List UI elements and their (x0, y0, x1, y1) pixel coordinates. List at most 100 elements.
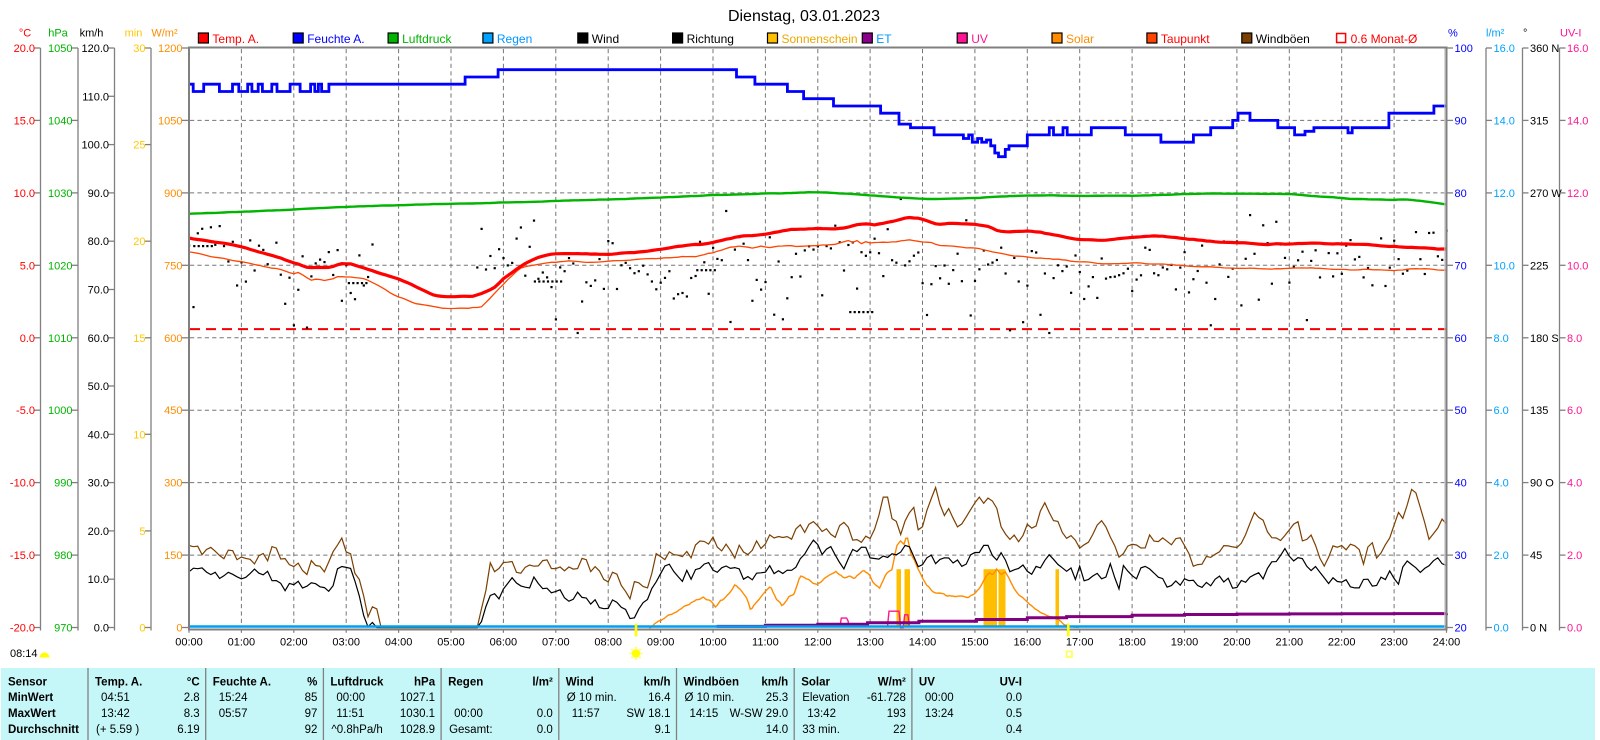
svg-text:12:00: 12:00 (804, 637, 832, 649)
svg-text:8.3: 8.3 (184, 708, 200, 720)
svg-text:hPa: hPa (48, 28, 68, 40)
svg-text:60.0: 60.0 (88, 333, 109, 345)
svg-text:90: 90 (1455, 115, 1467, 127)
svg-text:120.0: 120.0 (81, 43, 109, 55)
svg-text:1000: 1000 (48, 405, 72, 417)
svg-text:10:00: 10:00 (699, 637, 727, 649)
svg-text:20.0: 20.0 (88, 526, 109, 538)
svg-text:12.0: 12.0 (1494, 188, 1515, 200)
svg-text:Sensor: Sensor (8, 677, 48, 689)
svg-text:Gesamt:: Gesamt: (449, 724, 492, 736)
svg-text:97: 97 (305, 708, 318, 720)
svg-text:6.19: 6.19 (177, 724, 199, 736)
svg-text:Dienstag, 03.01.2023: Dienstag, 03.01.2023 (728, 8, 880, 25)
svg-text:14.0: 14.0 (766, 724, 788, 736)
svg-text:00:00: 00:00 (336, 692, 365, 704)
svg-text:13:00: 13:00 (856, 637, 884, 649)
svg-text:11:57: 11:57 (572, 708, 600, 720)
svg-text:0.4: 0.4 (1006, 724, 1023, 736)
svg-text:UV: UV (971, 32, 988, 46)
svg-text:1010: 1010 (48, 333, 72, 345)
svg-text:14.0: 14.0 (1494, 115, 1515, 127)
svg-text:80.0: 80.0 (88, 236, 109, 248)
svg-text:0: 0 (139, 623, 145, 635)
svg-text:23:00: 23:00 (1380, 637, 1408, 649)
svg-text:2.8: 2.8 (184, 692, 200, 704)
svg-text:0.0: 0.0 (1006, 692, 1022, 704)
svg-text:193: 193 (887, 708, 906, 720)
svg-text:70.0: 70.0 (88, 285, 109, 297)
svg-text:8.0: 8.0 (1494, 333, 1509, 345)
svg-text:0.0: 0.0 (94, 623, 109, 635)
svg-text:14.0: 14.0 (1567, 115, 1588, 127)
svg-text:Solar: Solar (1066, 32, 1094, 46)
svg-text:0.0: 0.0 (20, 333, 35, 345)
svg-text:Windböen: Windböen (1256, 32, 1310, 46)
svg-text:6.0: 6.0 (1494, 405, 1509, 417)
svg-text:Regen: Regen (448, 677, 483, 689)
svg-text:0.6 Monat-Ø: 0.6 Monat-Ø (1351, 32, 1418, 46)
svg-text:1028.9: 1028.9 (400, 724, 435, 736)
svg-text:00:00: 00:00 (175, 637, 203, 649)
svg-text:40.0: 40.0 (88, 429, 109, 441)
svg-text:UV-I: UV-I (1000, 677, 1022, 689)
svg-text:Durchschnitt: Durchschnitt (8, 724, 79, 736)
svg-text:1030: 1030 (48, 188, 72, 200)
svg-text:270 W: 270 W (1530, 188, 1562, 200)
svg-text:20:00: 20:00 (1223, 637, 1251, 649)
svg-text:2.0: 2.0 (1494, 550, 1509, 562)
svg-text:16.0: 16.0 (1494, 43, 1515, 55)
svg-text:1050: 1050 (158, 115, 182, 127)
svg-text:^0.8hPa/h: ^0.8hPa/h (331, 724, 382, 736)
svg-text:°C: °C (19, 28, 31, 40)
svg-text:km/h: km/h (761, 677, 788, 689)
svg-text:%: % (1448, 28, 1458, 40)
svg-text:1030.1: 1030.1 (400, 708, 435, 720)
svg-text:300: 300 (164, 478, 182, 490)
svg-text:315: 315 (1530, 115, 1548, 127)
svg-text:-20.0: -20.0 (10, 623, 35, 635)
svg-text:Solar: Solar (801, 677, 830, 689)
svg-text:10.0: 10.0 (88, 574, 109, 586)
svg-text:225: 225 (1530, 260, 1548, 272)
svg-text:25.3: 25.3 (766, 692, 788, 704)
svg-text:00:00: 00:00 (454, 708, 483, 720)
svg-text:MaxWert: MaxWert (8, 708, 56, 720)
svg-text:04:51: 04:51 (101, 692, 130, 704)
svg-text:01:00: 01:00 (228, 637, 256, 649)
svg-text:15.0: 15.0 (14, 115, 35, 127)
svg-text:SW 18.1: SW 18.1 (626, 708, 670, 720)
svg-text:W-SW 29.0: W-SW 29.0 (730, 708, 789, 720)
svg-text:09:00: 09:00 (647, 637, 675, 649)
svg-text:19:00: 19:00 (1171, 637, 1199, 649)
svg-text:13:24: 13:24 (925, 708, 954, 720)
svg-text:900: 900 (164, 188, 182, 200)
svg-text:15:24: 15:24 (219, 692, 248, 704)
svg-text:14:15: 14:15 (690, 708, 719, 720)
svg-text:80: 80 (1455, 188, 1467, 200)
svg-text:135: 135 (1530, 405, 1548, 417)
svg-text:90 O: 90 O (1530, 478, 1554, 490)
svg-text:Luftdruck: Luftdruck (402, 32, 452, 46)
svg-text:13:42: 13:42 (807, 708, 836, 720)
svg-text:20: 20 (133, 236, 145, 248)
svg-text:4.0: 4.0 (1567, 478, 1582, 490)
svg-text:60: 60 (1455, 333, 1467, 345)
svg-text:km/h: km/h (80, 28, 104, 40)
svg-text:18:00: 18:00 (1118, 637, 1146, 649)
svg-text:Sonnenschein: Sonnenschein (782, 32, 858, 46)
svg-text:30: 30 (1455, 550, 1467, 562)
svg-text:-15.0: -15.0 (10, 550, 35, 562)
svg-text:(+ 5.59 ): (+ 5.59 ) (96, 724, 139, 736)
svg-text:600: 600 (164, 333, 182, 345)
svg-text:5.0: 5.0 (20, 260, 35, 272)
svg-text:Temp. A.: Temp. A. (212, 32, 259, 46)
svg-text:07:00: 07:00 (542, 637, 570, 649)
svg-text:450: 450 (164, 405, 182, 417)
svg-text:03:00: 03:00 (332, 637, 360, 649)
svg-text:Wind: Wind (592, 32, 619, 46)
svg-text:0.0: 0.0 (537, 708, 553, 720)
svg-text:6.0: 6.0 (1567, 405, 1582, 417)
svg-text:16.0: 16.0 (1567, 43, 1588, 55)
svg-text:Luftdruck: Luftdruck (330, 677, 384, 689)
